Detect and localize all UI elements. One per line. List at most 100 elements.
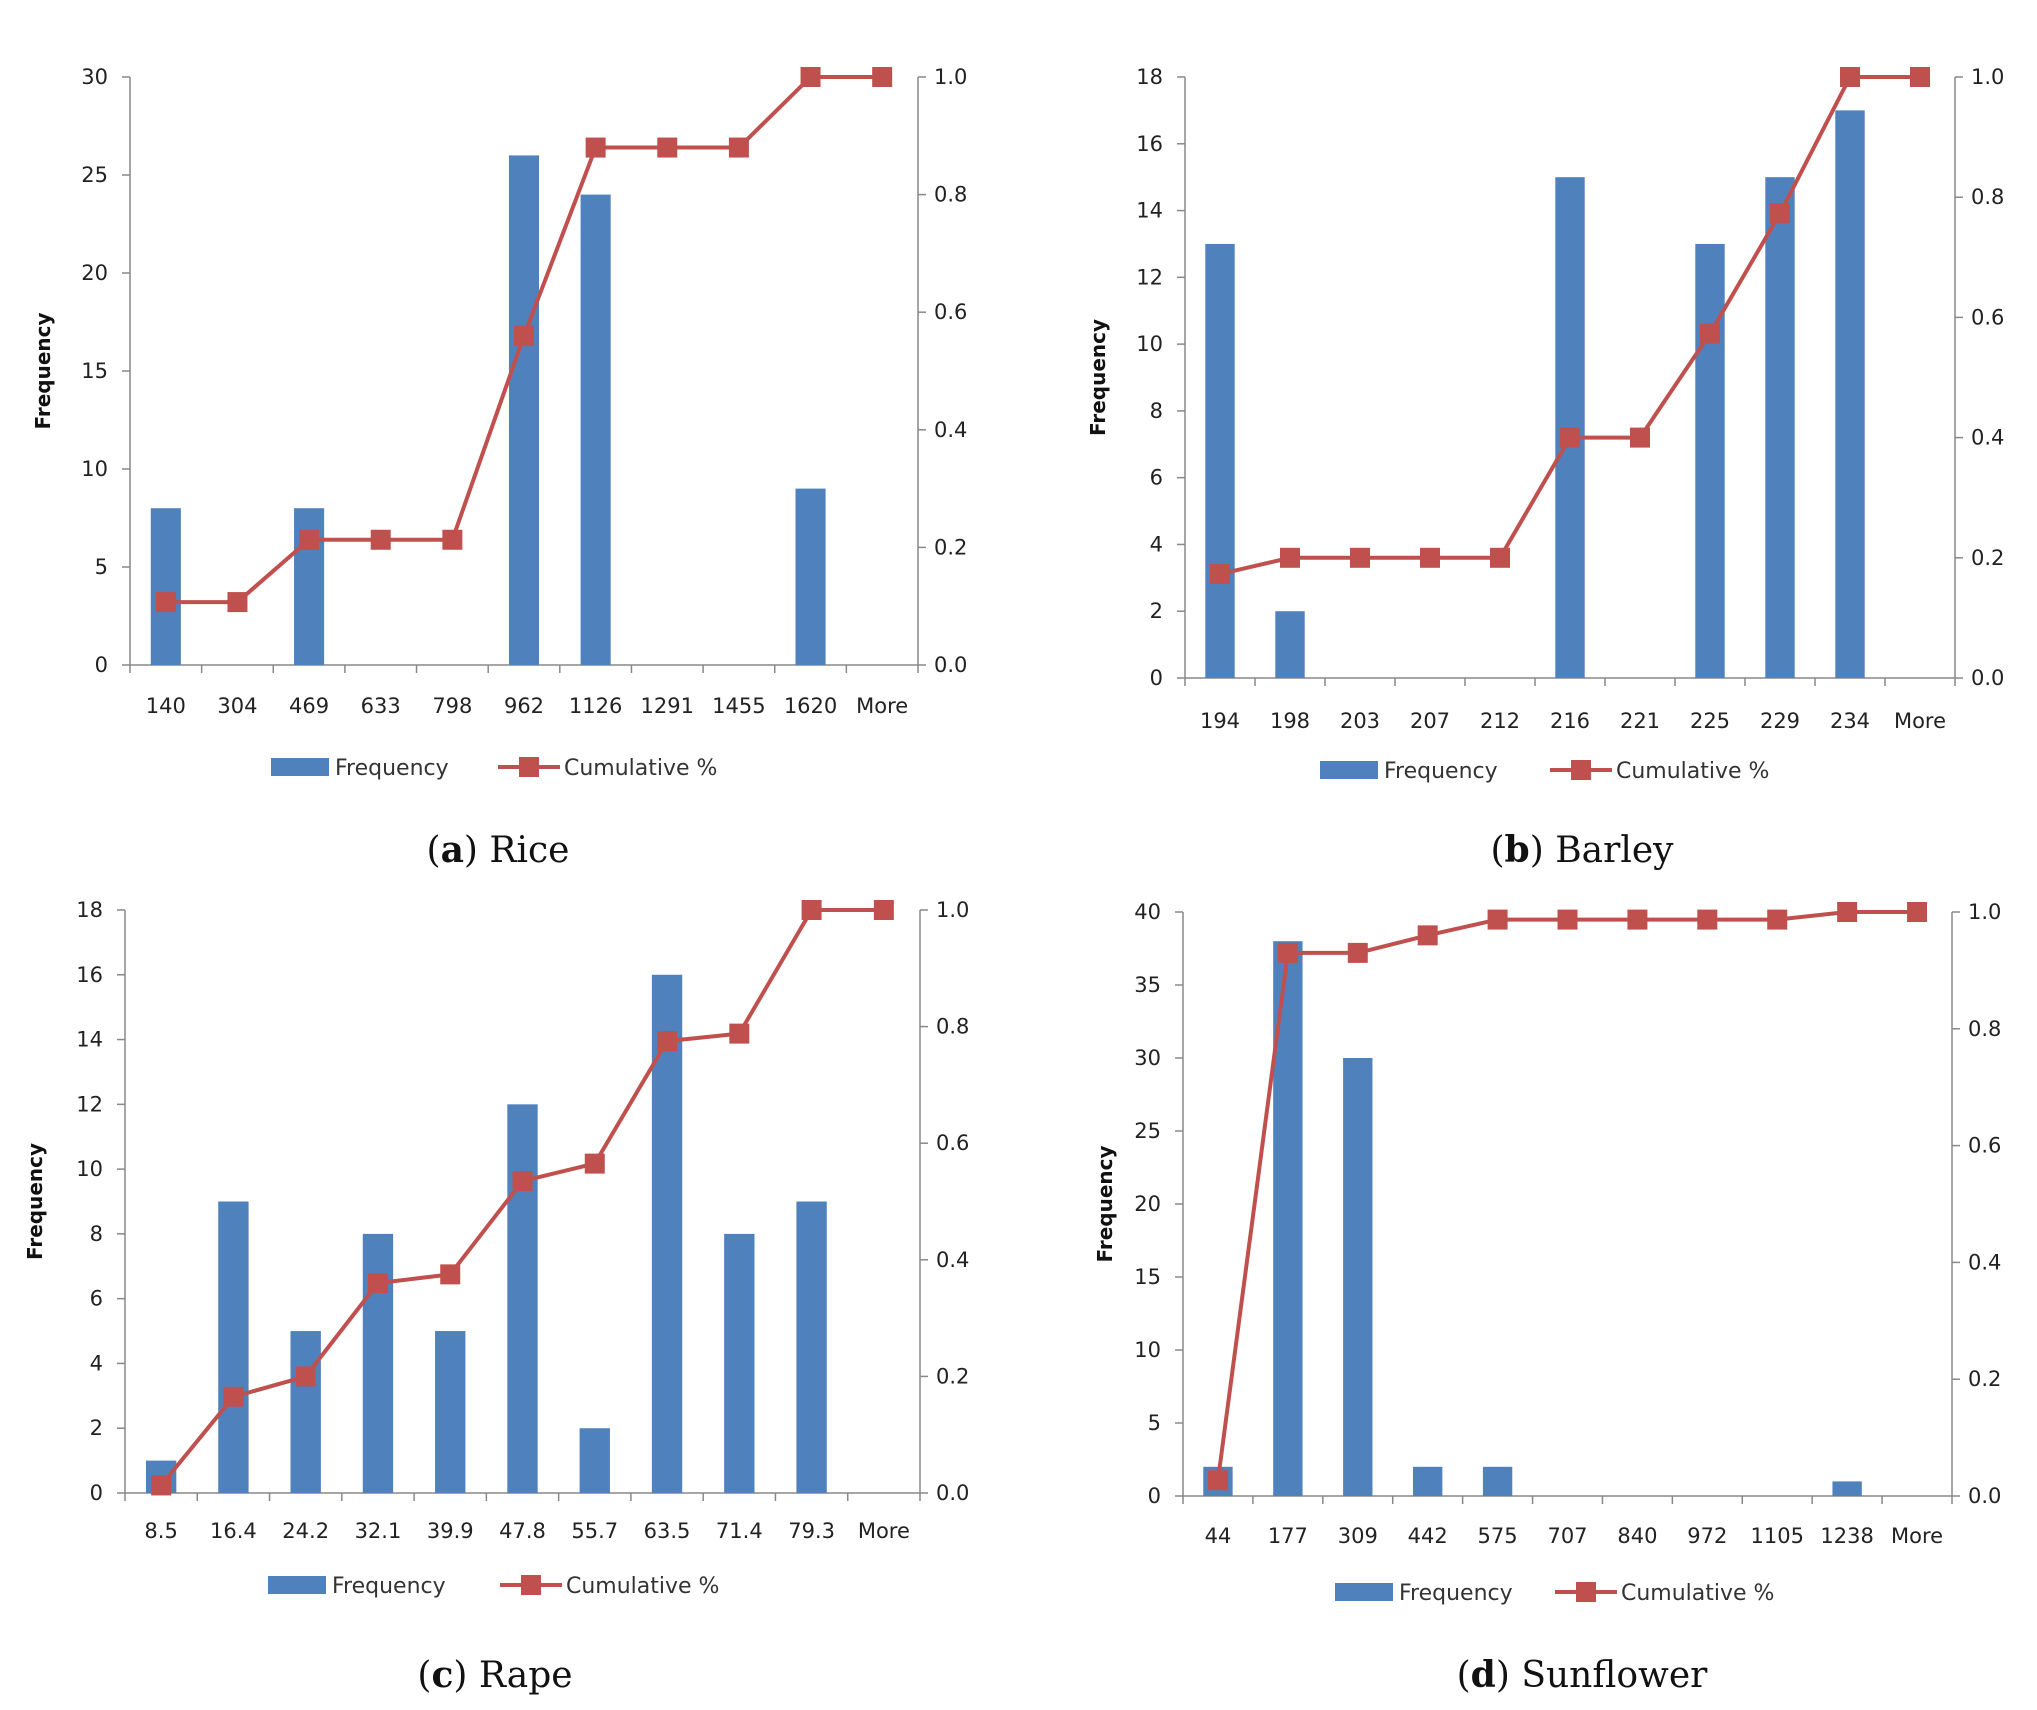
- y2-tick-label: 0.4: [936, 1248, 969, 1272]
- y2-tick-label: 0.6: [934, 300, 967, 324]
- x-tick-label: 79.3: [788, 1519, 835, 1543]
- legend-swatch-frequency: [268, 1576, 326, 1594]
- chart-panel-c: 0 2 4 6 8 10 12 14 16 18 0.0 0.2 0.4 0.6 0.8 1.0 8.5 16.4…: [23, 898, 969, 1696]
- x-tick-label: 39.9: [427, 1519, 474, 1543]
- y-tick-label: 8: [1150, 399, 1163, 423]
- y-tick-label: 8: [90, 1222, 103, 1246]
- legend-swatch-marker: [1571, 760, 1591, 780]
- y2-tick-label: 0.0: [936, 1481, 969, 1505]
- bar-frequency: [1835, 110, 1865, 678]
- x-tick-label: 798: [432, 694, 472, 718]
- legend-label-frequency: Frequency: [335, 756, 449, 781]
- y2-tick-label: 0.2: [934, 535, 967, 559]
- y-tick-label: 18: [1136, 65, 1163, 89]
- legend-swatch-frequency: [1320, 761, 1378, 779]
- bar-frequency: [1482, 1466, 1513, 1496]
- y2-tick-label: 0.8: [936, 1015, 969, 1039]
- y2-tick-label: 0.8: [1971, 185, 2004, 209]
- x-tick-label: 304: [217, 694, 257, 718]
- panel-caption: (d) Sunflower: [1457, 1654, 1709, 1696]
- y-tick-label: 2: [90, 1416, 103, 1440]
- x-tick-label: 212: [1480, 709, 1520, 733]
- bar-frequency: [218, 1201, 249, 1493]
- y2-tick-label: 0.6: [1968, 1134, 2001, 1158]
- x-tick-label: 442: [1408, 1524, 1448, 1548]
- caption-letter: c: [431, 1654, 453, 1696]
- y-tick-label: 2: [1150, 599, 1163, 623]
- y-tick-label: 0: [95, 653, 108, 677]
- x-tick-label: 207: [1410, 709, 1450, 733]
- caption-letter: d: [1471, 1654, 1496, 1696]
- x-tick-label: 840: [1617, 1524, 1657, 1548]
- y-tick-label: 6: [1150, 466, 1163, 490]
- y-tick-label: 20: [81, 261, 108, 285]
- y2-tick-label: 0.0: [1971, 666, 2004, 690]
- cumulative-marker: [1277, 942, 1298, 963]
- y-tick-label: 12: [1136, 265, 1163, 289]
- y2-tick-label: 0.4: [1971, 426, 2004, 450]
- y-tick-label: 10: [1134, 1338, 1161, 1362]
- caption-crop: Sunflower: [1521, 1655, 1708, 1696]
- legend-label-cumulative: Cumulative %: [1616, 759, 1769, 784]
- x-tick-label: 44: [1205, 1524, 1232, 1548]
- y-tick-label: 12: [76, 1092, 103, 1116]
- legend-swatch-marker: [519, 757, 539, 777]
- cumulative-marker: [370, 529, 391, 550]
- cumulative-marker: [1767, 909, 1788, 930]
- cumulative-marker: [1350, 547, 1370, 568]
- cumulative-line: [1215, 910, 1918, 1481]
- legend-swatch-marker: [1576, 1582, 1596, 1602]
- panel-caption: (c) Rape: [417, 1654, 572, 1696]
- x-tick-label: 16.4: [210, 1519, 257, 1543]
- x-tick-label: 203: [1340, 709, 1380, 733]
- y-tick-label: 4: [1150, 532, 1163, 556]
- cumulative-marker: [1487, 909, 1508, 930]
- y-tick-label: 30: [81, 65, 108, 89]
- cumulative-marker: [873, 900, 894, 920]
- bar-frequency: [150, 508, 181, 665]
- y-tick-label: 4: [90, 1351, 103, 1375]
- y2-tick-label: 0.8: [934, 183, 967, 207]
- chart-panel-d: 0 5 10 15 20 25 30 35 40 0.0 0.2 0.4 0.6 0.8 1.0 44 177 3…: [1093, 900, 2001, 1696]
- y-tick-label: 15: [81, 359, 108, 383]
- x-tick-label: 1455: [712, 694, 765, 718]
- y-tick-label: 25: [1134, 1119, 1161, 1143]
- x-tick-label: 55.7: [571, 1519, 618, 1543]
- x-tick-label: 198: [1270, 709, 1310, 733]
- y-tick-label: 10: [81, 457, 108, 481]
- x-tick-label: 633: [361, 694, 401, 718]
- bar-frequency: [1275, 611, 1305, 678]
- y-tick-label: 20: [1134, 1192, 1161, 1216]
- cumulative-marker: [1557, 909, 1578, 930]
- x-tick-label: 1291: [641, 694, 694, 718]
- cumulative-marker: [151, 1475, 172, 1496]
- x-tick-label: 962: [504, 694, 544, 718]
- cumulative-marker: [295, 1366, 316, 1387]
- caption-open-paren: (: [1490, 830, 1504, 871]
- caption-crop: Rice: [489, 830, 569, 871]
- cumulative-marker: [155, 592, 176, 613]
- cumulative-marker: [1347, 942, 1368, 963]
- cumulative-marker: [227, 592, 248, 613]
- caption-letter: a: [441, 829, 464, 871]
- x-tick-label: More: [856, 694, 908, 718]
- caption-open-paren: (: [417, 1655, 431, 1696]
- bar-frequency: [796, 1201, 827, 1493]
- x-tick-label: 1620: [784, 694, 837, 718]
- cumulative-marker: [299, 529, 320, 550]
- y2-tick-label: 0.2: [1971, 546, 2004, 570]
- x-tick-label: 194: [1200, 709, 1240, 733]
- cumulative-marker: [1630, 427, 1650, 448]
- cumulative-marker: [584, 1153, 605, 1174]
- cumulative-marker: [1837, 902, 1858, 922]
- x-tick-label: 32.1: [355, 1519, 402, 1543]
- bar-frequency: [507, 1104, 538, 1493]
- x-tick-label: 234: [1830, 709, 1870, 733]
- legend-swatch-frequency: [271, 758, 329, 776]
- y-tick-label: 10: [76, 1157, 103, 1181]
- x-tick-label: 707: [1547, 1524, 1587, 1548]
- cumulative-marker: [657, 137, 678, 158]
- x-tick-label: 1126: [569, 694, 622, 718]
- legend-label-frequency: Frequency: [332, 1574, 446, 1599]
